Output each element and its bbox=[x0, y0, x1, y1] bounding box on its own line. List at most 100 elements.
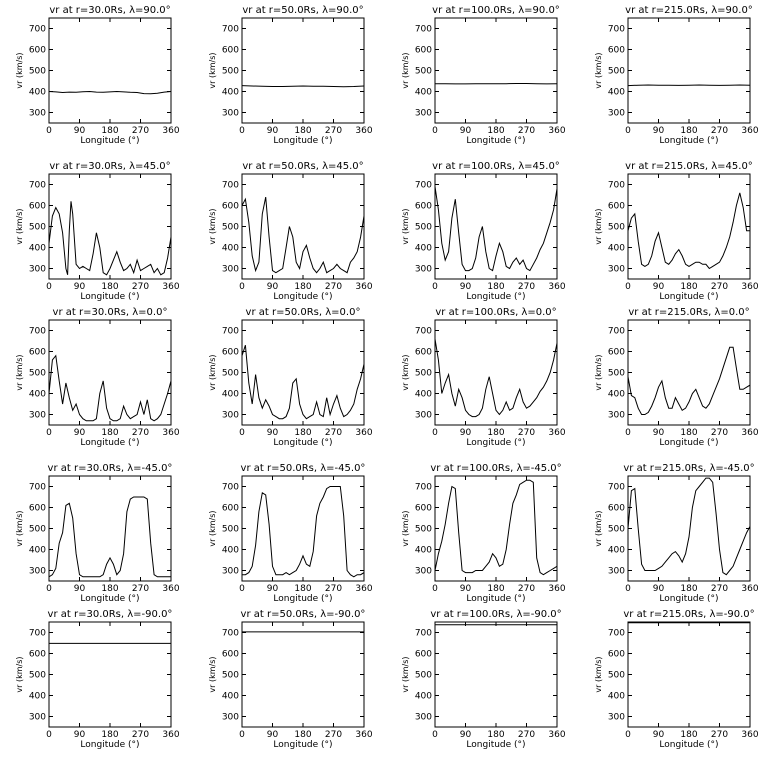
panel-title: vr at r=215.0Rs, λ=0.0° bbox=[628, 307, 749, 318]
x-tick-label: 0 bbox=[239, 282, 245, 292]
x-tick-label: 180 bbox=[680, 428, 697, 438]
x-tick-label: 180 bbox=[294, 428, 311, 438]
y-tick-label: 600 bbox=[29, 650, 46, 660]
y-tick-label: 400 bbox=[608, 244, 625, 254]
y-tick-label: 600 bbox=[415, 650, 432, 660]
y-tick-label: 700 bbox=[608, 483, 625, 493]
series-line bbox=[49, 496, 171, 578]
x-tick-label: 360 bbox=[162, 126, 179, 136]
x-tick-label: 0 bbox=[46, 282, 52, 292]
x-tick-label: 0 bbox=[46, 584, 52, 594]
x-axis-label: Longitude (°) bbox=[273, 292, 332, 302]
series-line bbox=[628, 84, 750, 87]
y-tick-label: 400 bbox=[222, 390, 239, 400]
plot-frame bbox=[434, 621, 558, 728]
series-line bbox=[628, 192, 750, 270]
y-tick-label: 700 bbox=[222, 25, 239, 35]
y-tick-label: 700 bbox=[29, 629, 46, 639]
y-tick-label: 500 bbox=[415, 223, 432, 233]
y-tick-label: 500 bbox=[29, 671, 46, 681]
x-tick-label: 360 bbox=[355, 584, 372, 594]
y-tick-label: 700 bbox=[29, 25, 46, 35]
y-axis-label: vr (km/s) bbox=[594, 208, 603, 244]
x-tick-label: 90 bbox=[460, 584, 472, 594]
x-tick-label: 360 bbox=[548, 584, 565, 594]
series-line bbox=[242, 85, 364, 88]
x-axis-label: Longitude (°) bbox=[659, 438, 718, 448]
x-axis-label: Longitude (°) bbox=[273, 740, 332, 750]
x-tick-label: 0 bbox=[432, 584, 438, 594]
y-tick-label: 300 bbox=[415, 713, 432, 723]
y-axis-label: vr (km/s) bbox=[208, 354, 217, 390]
x-tick-label: 360 bbox=[355, 428, 372, 438]
panel-8: vr at r=215.0Rs, λ=45.0° 0 90 180 270 360 300 4… bbox=[594, 161, 759, 302]
panel-title: vr at r=30.0Rs, λ=90.0° bbox=[49, 5, 170, 16]
plot-frame bbox=[241, 621, 365, 728]
x-tick-label: 360 bbox=[548, 730, 565, 740]
x-tick-label: 270 bbox=[711, 282, 728, 292]
x-tick-label: 360 bbox=[741, 584, 758, 594]
x-tick-label: 360 bbox=[741, 730, 758, 740]
y-tick-label: 600 bbox=[608, 650, 625, 660]
y-axis-label: vr (km/s) bbox=[401, 656, 410, 692]
plot-frame bbox=[241, 319, 365, 426]
panel-20: vr at r=215.0Rs, λ=-90.0° 0 90 180 270 360 300… bbox=[594, 609, 759, 750]
y-tick-label: 400 bbox=[222, 88, 239, 98]
x-tick-label: 0 bbox=[239, 428, 245, 438]
y-tick-label: 400 bbox=[415, 546, 432, 556]
y-axis-label: vr (km/s) bbox=[401, 510, 410, 546]
x-tick-label: 90 bbox=[653, 126, 665, 136]
y-tick-label: 500 bbox=[222, 67, 239, 77]
x-tick-label: 180 bbox=[487, 428, 504, 438]
y-tick-label: 600 bbox=[29, 46, 46, 56]
x-tick-label: 180 bbox=[294, 126, 311, 136]
y-axis-label: vr (km/s) bbox=[208, 208, 217, 244]
panel-2: vr at r=50.0Rs, λ=90.0° 0 90 180 270 360 300 40… bbox=[208, 5, 373, 146]
panel-title: vr at r=215.0Rs, λ=90.0° bbox=[625, 5, 753, 16]
x-tick-label: 90 bbox=[267, 730, 279, 740]
panel-title: vr at r=215.0Rs, λ=-45.0° bbox=[623, 463, 754, 474]
x-axis-label: Longitude (°) bbox=[659, 292, 718, 302]
y-tick-label: 600 bbox=[29, 202, 46, 212]
y-tick-label: 400 bbox=[415, 244, 432, 254]
x-tick-label: 0 bbox=[625, 428, 631, 438]
x-tick-label: 0 bbox=[239, 730, 245, 740]
x-axis-label: Longitude (°) bbox=[466, 136, 525, 146]
x-tick-label: 0 bbox=[625, 282, 631, 292]
y-axis-label: vr (km/s) bbox=[15, 656, 24, 692]
plot-frame bbox=[241, 17, 365, 124]
y-axis-label: vr (km/s) bbox=[401, 208, 410, 244]
panel-6: vr at r=50.0Rs, λ=45.0° 0 90 180 270 360 300 40… bbox=[208, 161, 373, 302]
series-line bbox=[49, 201, 171, 276]
x-tick-label: 180 bbox=[680, 282, 697, 292]
y-tick-label: 500 bbox=[222, 223, 239, 233]
y-tick-label: 300 bbox=[29, 567, 46, 577]
x-axis-label: Longitude (°) bbox=[659, 740, 718, 750]
y-tick-label: 700 bbox=[608, 181, 625, 191]
x-tick-label: 90 bbox=[653, 282, 665, 292]
y-tick-label: 600 bbox=[608, 504, 625, 514]
y-tick-label: 600 bbox=[29, 504, 46, 514]
x-tick-label: 270 bbox=[325, 282, 342, 292]
y-tick-label: 500 bbox=[608, 67, 625, 77]
x-tick-label: 360 bbox=[548, 428, 565, 438]
y-tick-label: 600 bbox=[415, 348, 432, 358]
y-tick-label: 300 bbox=[608, 567, 625, 577]
x-tick-label: 270 bbox=[132, 584, 149, 594]
y-tick-label: 700 bbox=[29, 483, 46, 493]
y-tick-label: 500 bbox=[222, 671, 239, 681]
x-tick-label: 270 bbox=[518, 730, 535, 740]
x-tick-label: 90 bbox=[460, 428, 472, 438]
panel-10: vr at r=50.0Rs, λ=0.0° 0 90 180 270 360 300 400… bbox=[208, 307, 373, 448]
panel-9: vr at r=30.0Rs, λ=0.0° 0 90 180 270 360 300 400… bbox=[15, 307, 180, 448]
y-axis-label: vr (km/s) bbox=[15, 510, 24, 546]
y-tick-label: 500 bbox=[415, 525, 432, 535]
x-axis-label: Longitude (°) bbox=[80, 438, 139, 448]
plot-frame bbox=[241, 173, 365, 280]
y-tick-label: 300 bbox=[222, 265, 239, 275]
x-tick-label: 360 bbox=[741, 126, 758, 136]
x-tick-label: 0 bbox=[625, 126, 631, 136]
panel-title: vr at r=30.0Rs, λ=45.0° bbox=[49, 161, 170, 172]
x-tick-label: 360 bbox=[355, 282, 372, 292]
y-axis-label: vr (km/s) bbox=[208, 510, 217, 546]
